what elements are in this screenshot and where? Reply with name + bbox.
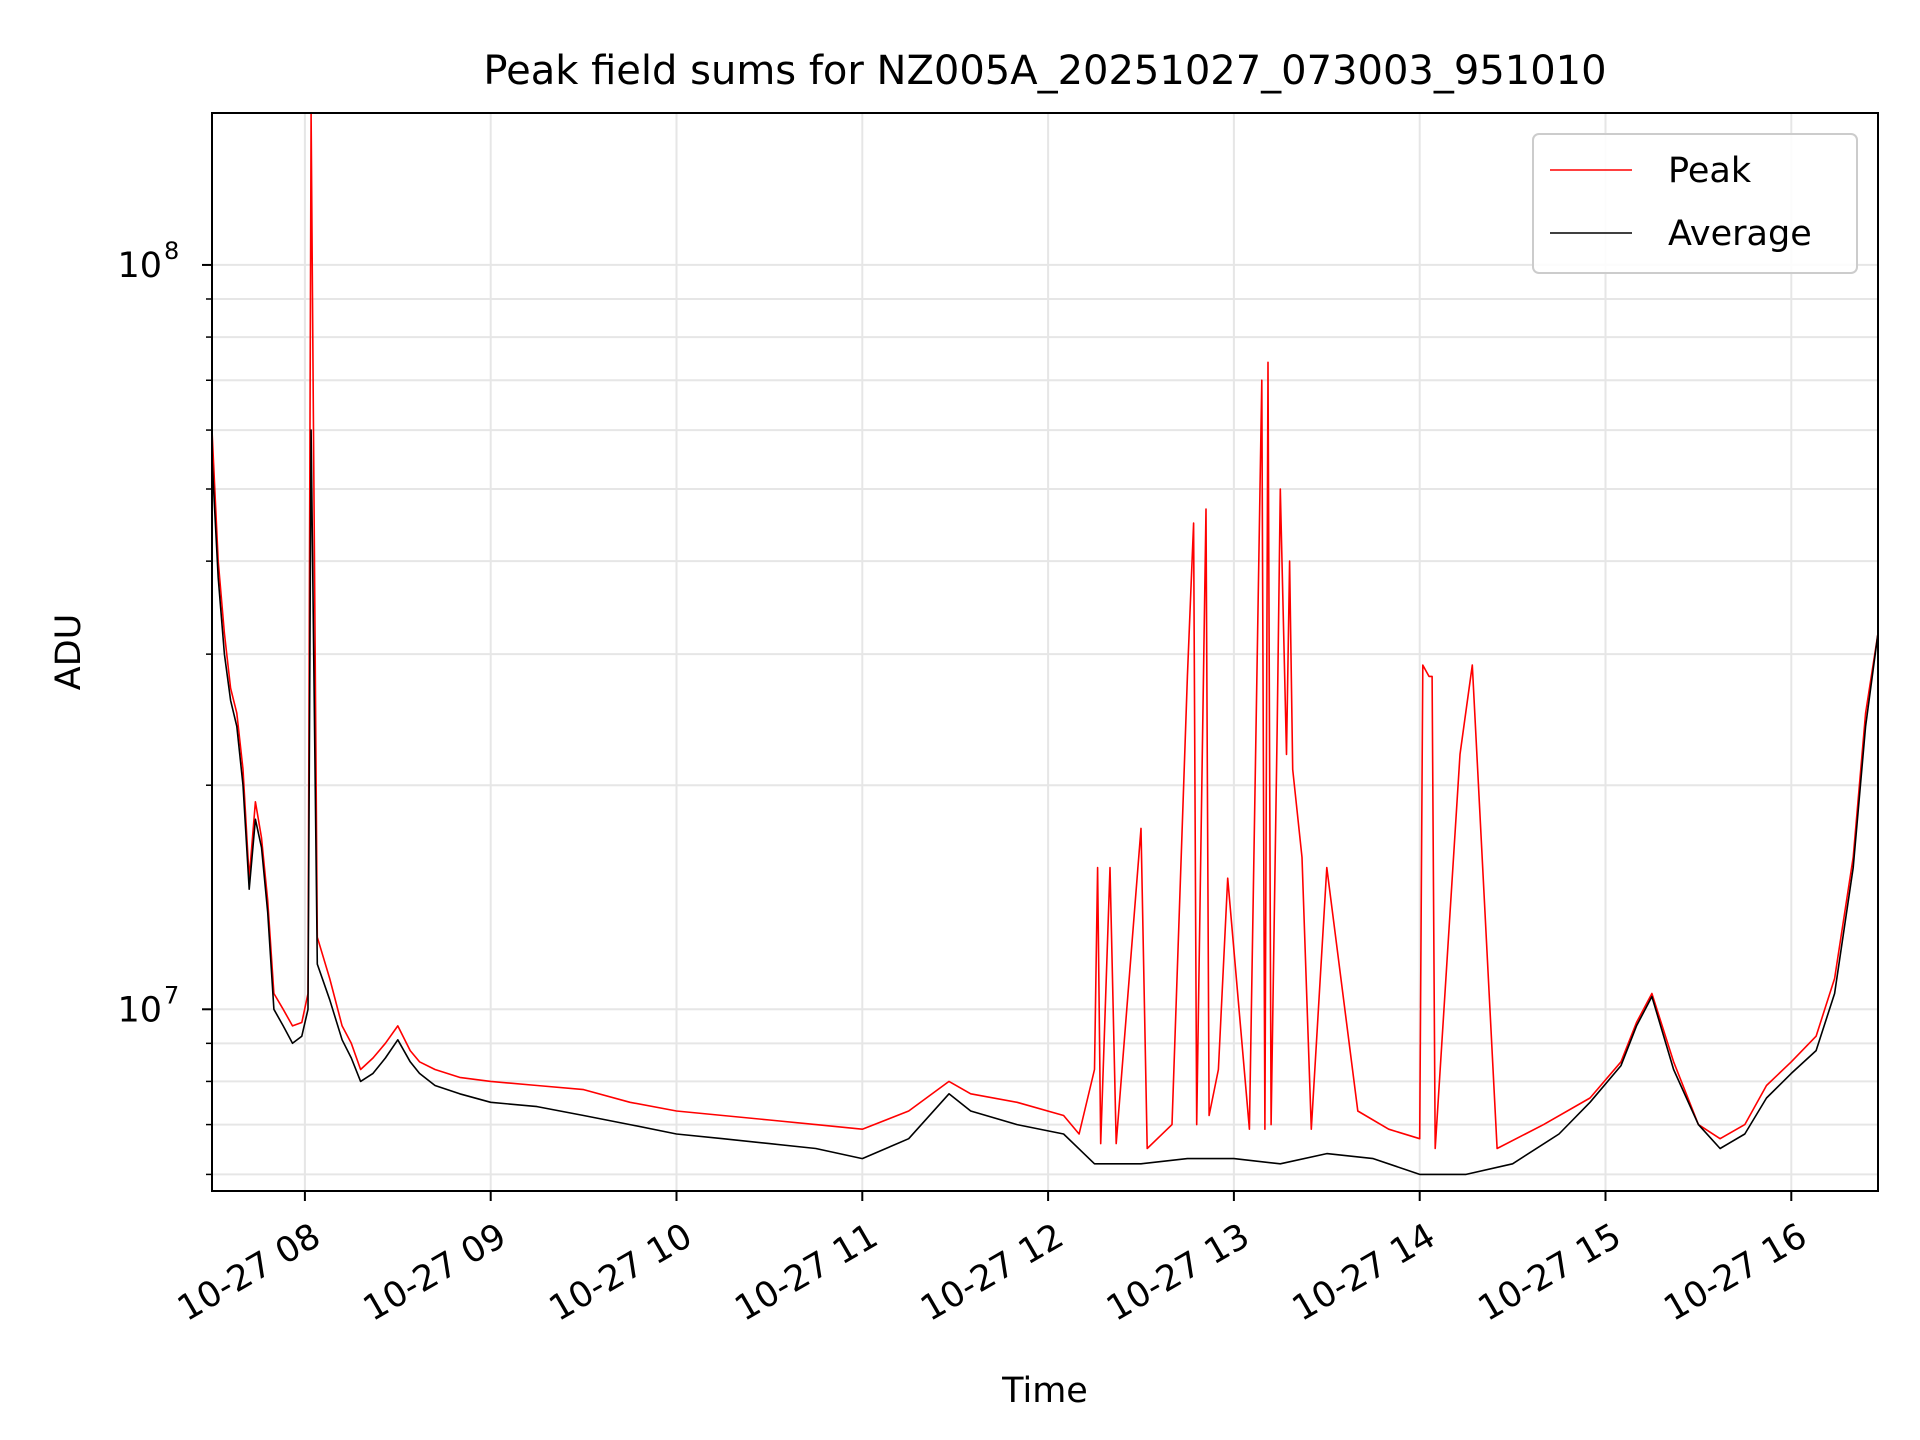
legend-label-average: Average xyxy=(1668,214,1812,254)
y-tick-label: 10 xyxy=(117,246,162,286)
x-axis-label: Time xyxy=(1001,1371,1088,1411)
legend-box xyxy=(1532,133,1858,274)
y-axis-label: ADU xyxy=(49,614,89,691)
legend-label-peak: Peak xyxy=(1668,151,1752,191)
y-tick-label-exponent: 7 xyxy=(164,981,179,1009)
axes-frame xyxy=(211,112,1879,1192)
chart-title: Peak field sums for NZ005A_20251027_0730… xyxy=(483,48,1606,94)
legend: Peak Average xyxy=(1532,133,1858,274)
y-tick-label-exponent: 8 xyxy=(164,237,179,265)
series-line-average xyxy=(212,429,1878,1176)
data-lines xyxy=(212,113,1878,1176)
y-tick-label: 10 xyxy=(117,990,162,1030)
